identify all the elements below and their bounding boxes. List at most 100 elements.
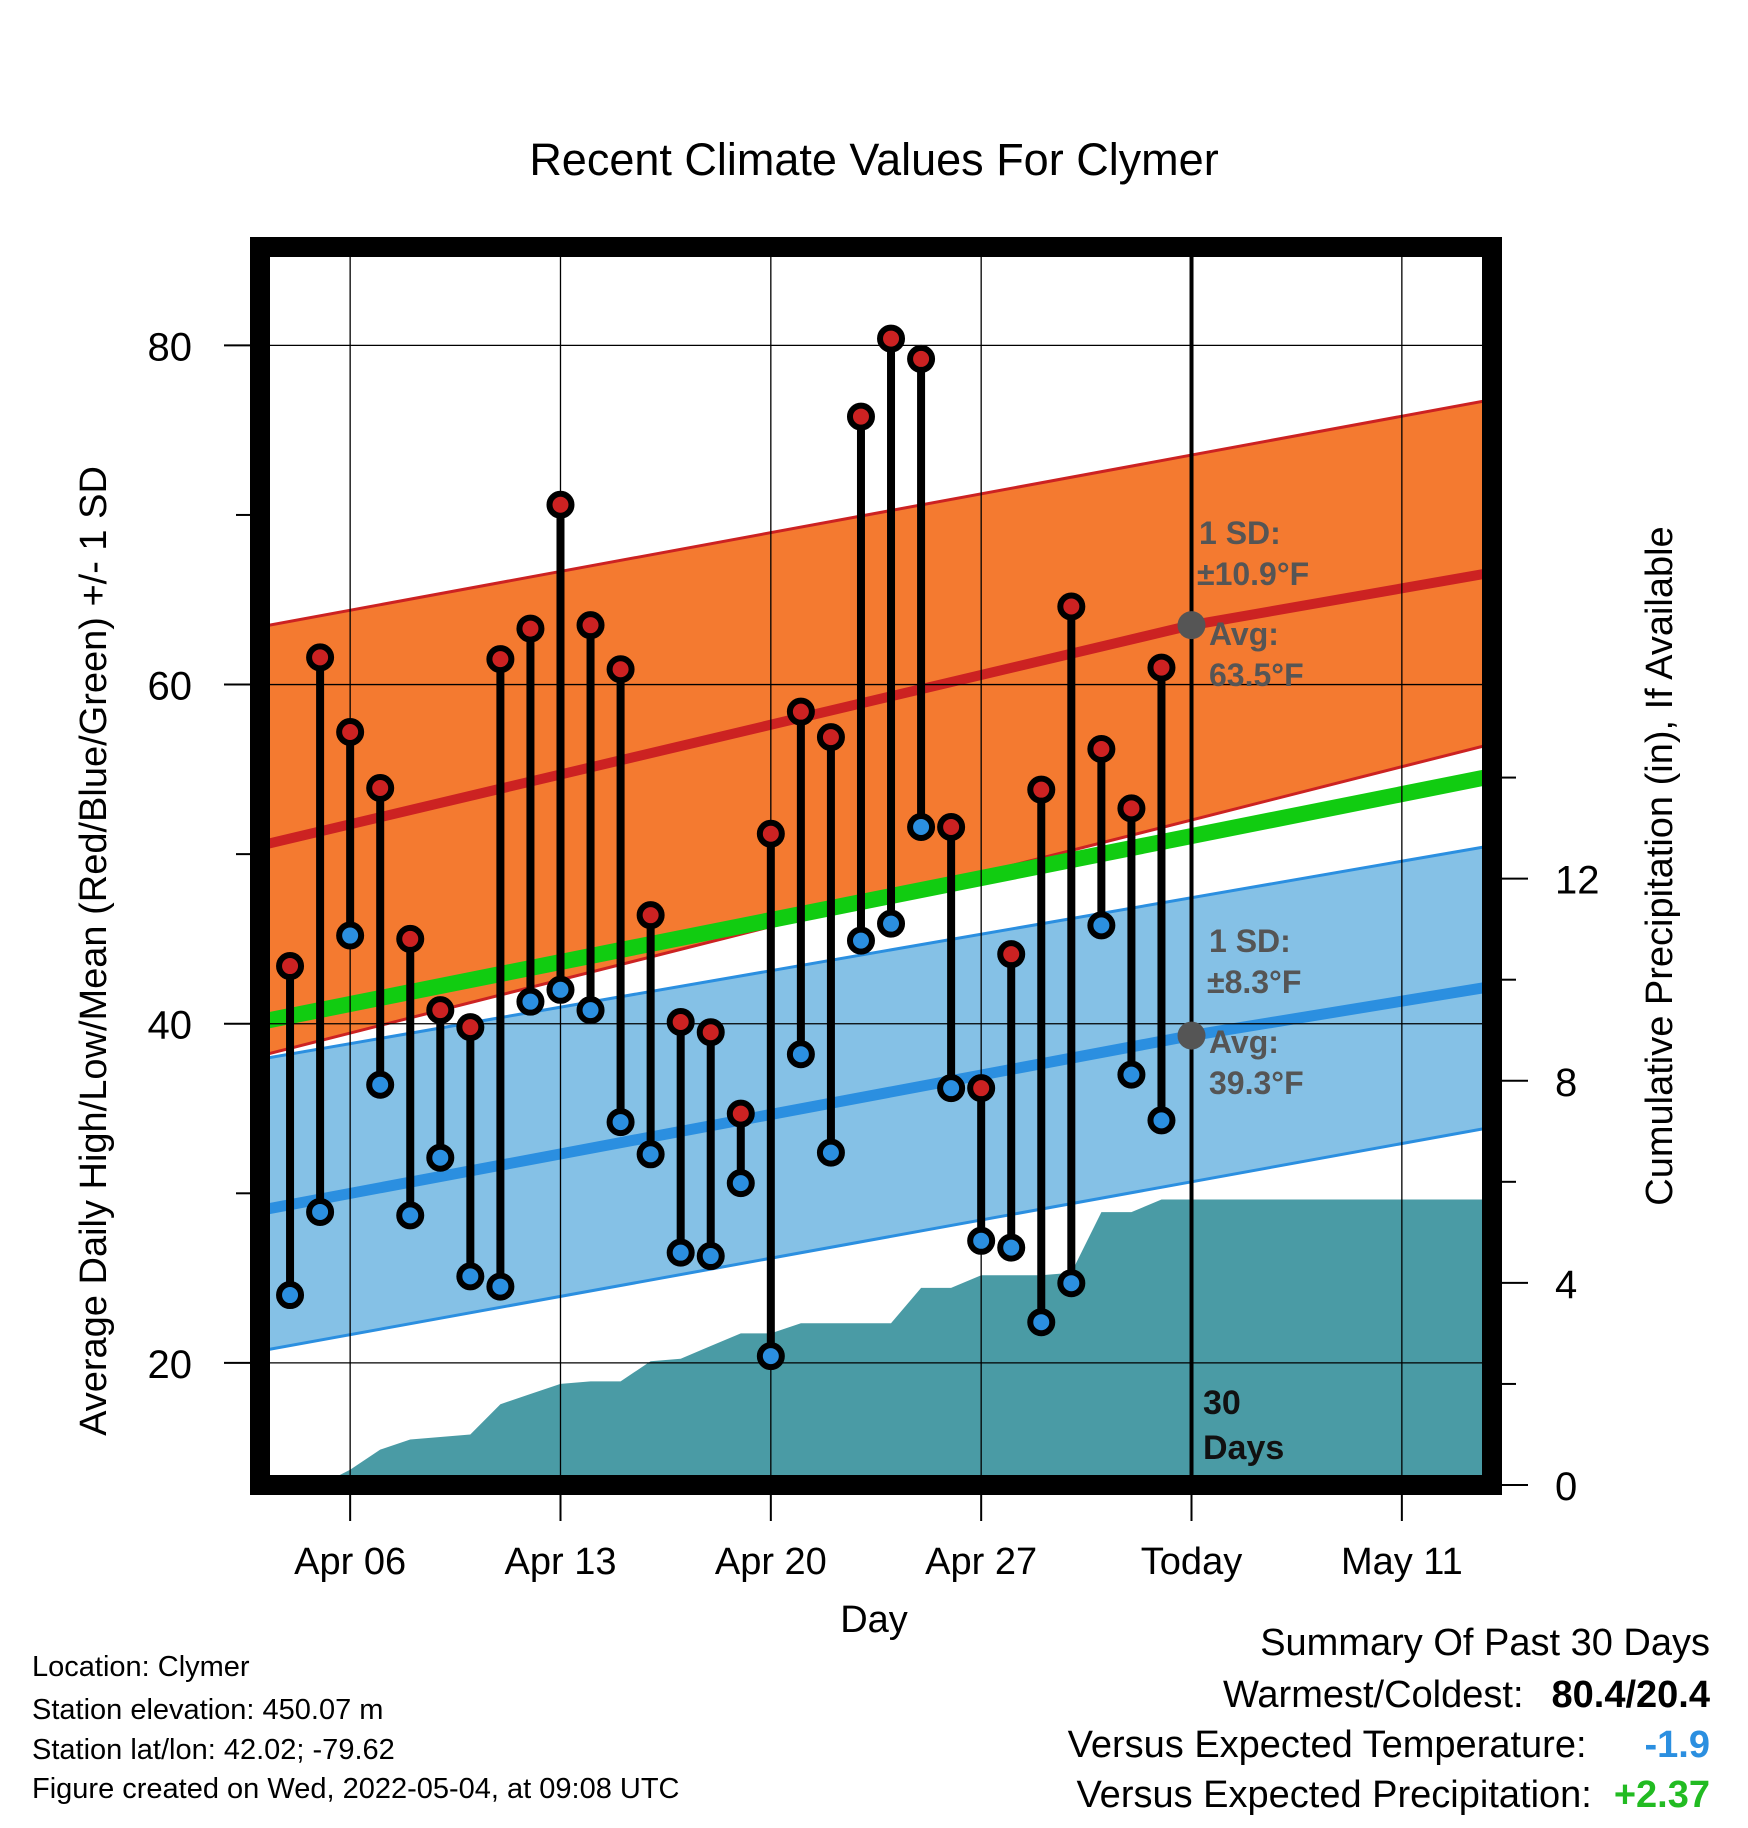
daily-low-point: [366, 1070, 395, 1099]
daily-low-point: [1117, 1060, 1146, 1089]
plot-frame: [250, 237, 1502, 1495]
daily-high-point: [576, 611, 605, 640]
today-low-avg-marker: [1177, 1021, 1206, 1050]
created-text: Figure created on Wed, 2022-05-04, at 09…: [32, 1773, 680, 1805]
daily-high-point: [636, 901, 665, 930]
axes: 20 40 60 80 0 4 8 12 Apr 06 Apr 13 Apr 20 Apr 27 Tod…: [148, 325, 1600, 1583]
x-tick-label: Apr 06: [294, 1541, 406, 1583]
low-annotation: 1 SD: ±8.3°F Avg: 39.3°F: [1207, 923, 1304, 1101]
daily-high-point: [606, 655, 635, 684]
daily-low-point: [396, 1201, 425, 1230]
daily-low-point: [306, 1197, 335, 1226]
plot-area: [260, 398, 1492, 1485]
daily-high-point: [726, 1099, 755, 1128]
daily-low-point: [1027, 1308, 1056, 1337]
elevation-text: Station elevation: 450.07 m: [32, 1694, 384, 1726]
daily-high-point: [516, 614, 545, 643]
today-marker: [1177, 247, 1206, 1485]
daily-low-point: [726, 1169, 755, 1198]
daily-bars: [276, 324, 1176, 1371]
precip-area: [320, 1199, 1492, 1485]
chart-title: Recent Climate Values For Clymer: [529, 134, 1218, 185]
summary-heading: Summary Of Past 30 Days: [1260, 1622, 1710, 1664]
daily-high-point: [546, 490, 575, 519]
x-tick-label: Apr 20: [715, 1541, 827, 1583]
daily-low-point: [997, 1233, 1026, 1262]
daily-low-point: [696, 1242, 725, 1271]
temp-label: Versus Expected Temperature:: [1067, 1724, 1587, 1766]
daily-high-point: [366, 773, 395, 802]
x-tick-label: Today: [1141, 1541, 1242, 1583]
precip-value: +2.37: [1613, 1774, 1710, 1816]
daily-high-point: [997, 940, 1026, 969]
high-sd-band: [260, 399, 1492, 1056]
daily-high-point: [1057, 592, 1086, 621]
daily-low-point: [967, 1226, 996, 1255]
daily-low-point: [456, 1262, 485, 1291]
daily-high-point: [816, 723, 845, 752]
daily-high-point: [967, 1074, 996, 1103]
days-label-word: Days: [1203, 1429, 1284, 1467]
daily-low-point: [636, 1140, 665, 1169]
daily-high-point: [666, 1008, 695, 1037]
low-sd-lower-line: [260, 1125, 1492, 1353]
daily-high-point: [276, 952, 305, 981]
daily-high-point: [937, 812, 966, 841]
daily-high-point: [456, 1013, 485, 1042]
daily-low-point: [937, 1074, 966, 1103]
warmest-value: 80.4/20.4: [1551, 1674, 1710, 1716]
daily-low-point: [786, 1040, 815, 1069]
daily-high-point: [846, 402, 875, 431]
daily-high-point: [877, 324, 906, 353]
warmest-label: Warmest/Coldest:: [1222, 1674, 1524, 1716]
daily-high-point: [336, 718, 365, 747]
today-high-avg-marker: [1177, 611, 1206, 640]
daily-high-point: [756, 819, 785, 848]
daily-high-point: [907, 344, 936, 373]
x-tick-label: Apr 27: [925, 1541, 1037, 1583]
daily-low-point: [336, 921, 365, 950]
latlon-text: Station lat/lon: 42.02; -79.62: [32, 1734, 395, 1766]
y-tick-label: 40: [148, 1004, 193, 1048]
daily-high-point: [786, 697, 815, 726]
daily-low-point: [516, 987, 545, 1016]
summary-warmest-row: Warmest/Coldest: 80.4/20.4: [1223, 1674, 1710, 1717]
daily-low-point: [666, 1238, 695, 1267]
daily-low-point: [606, 1108, 635, 1137]
y-axis-label: Average Daily High/Low/Mean (Red/Blue/Gr…: [73, 466, 115, 1436]
daily-high-point: [1147, 653, 1176, 682]
daily-low-point: [1147, 1106, 1176, 1135]
precip-label: Versus Expected Precipitation:: [1076, 1774, 1592, 1816]
low-avg-label: Avg:: [1209, 1024, 1279, 1060]
y-tick-label: 60: [148, 665, 193, 709]
y2-tick-label: 8: [1555, 1061, 1577, 1105]
daily-low-point: [486, 1272, 515, 1301]
daily-low-point: [907, 812, 936, 841]
summary-precip-row: Versus Expected Precipitation: +2.37: [1076, 1774, 1710, 1817]
location-text: Location: Clymer: [32, 1651, 250, 1683]
low-sd-value: ±8.3°F: [1207, 964, 1301, 1000]
high-avg-value: 63.5°F: [1209, 657, 1304, 693]
daily-high-point: [486, 645, 515, 674]
daily-low-point: [576, 996, 605, 1025]
daily-high-point: [426, 996, 455, 1025]
daily-low-point: [846, 926, 875, 955]
x-tick-label: May 11: [1341, 1541, 1463, 1583]
high-annotation: 1 SD: ±10.9°F Avg: 63.5°F: [1197, 515, 1309, 693]
days-label-number: 30: [1203, 1384, 1241, 1422]
daily-high-point: [306, 643, 335, 672]
daily-high-point: [1087, 734, 1116, 763]
daily-low-point: [426, 1143, 455, 1172]
daily-low-point: [756, 1342, 785, 1371]
y2-tick-label: 0: [1555, 1465, 1577, 1509]
summary-temp-row: Versus Expected Temperature: -1.9: [1068, 1724, 1710, 1767]
y-tick-label: 20: [148, 1343, 193, 1387]
high-avg-label: Avg:: [1209, 616, 1279, 652]
daily-high-point: [396, 924, 425, 953]
low-sd-label: 1 SD:: [1209, 923, 1291, 959]
daily-high-point: [1027, 775, 1056, 804]
x-axis-label: Day: [840, 1599, 908, 1641]
daily-low-point: [877, 909, 906, 938]
daily-low-point: [1057, 1269, 1086, 1298]
